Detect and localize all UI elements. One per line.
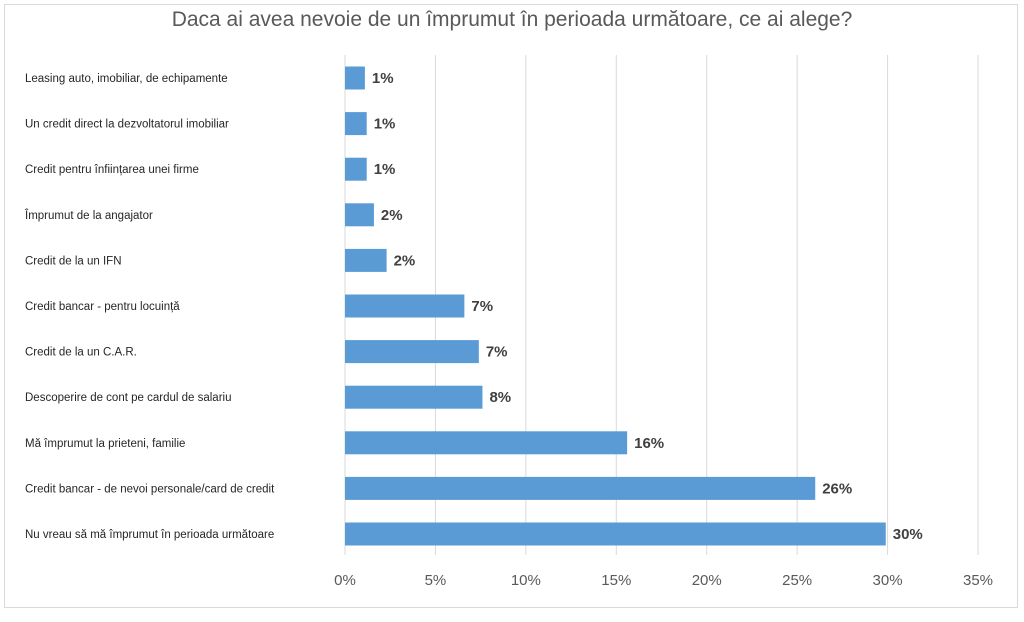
category-label: Credit de la un IFN bbox=[25, 255, 122, 267]
bar bbox=[345, 66, 365, 90]
x-tick-label: 10% bbox=[511, 572, 541, 589]
category-label: Un credit direct la dezvoltatorul imobil… bbox=[25, 119, 229, 131]
data-label: 2% bbox=[381, 207, 403, 224]
category-label: Credit pentru înființarea unei firme bbox=[25, 164, 199, 176]
data-label: 7% bbox=[471, 298, 493, 315]
x-tick-label: 35% bbox=[963, 572, 993, 589]
category-label: Credit de la un C.A.R. bbox=[25, 347, 137, 359]
category-label: Leasing auto, imobiliar, de echipamente bbox=[25, 73, 228, 85]
chart-title: Daca ai avea nevoie de un împrumut în pe… bbox=[171, 8, 853, 31]
bar bbox=[345, 294, 465, 318]
bar bbox=[345, 203, 374, 227]
x-tick-label: 25% bbox=[782, 572, 812, 589]
bar bbox=[345, 522, 886, 546]
category-label: Nu vreau să mă împrumut în perioada urmă… bbox=[25, 529, 274, 541]
bar bbox=[345, 476, 816, 500]
chart-frame bbox=[4, 4, 1018, 608]
category-label: Mă împrumut la prieteni, familie bbox=[25, 438, 185, 450]
data-label: 8% bbox=[489, 389, 511, 406]
bar bbox=[345, 157, 367, 181]
bar bbox=[345, 112, 367, 136]
x-tick-label: 30% bbox=[873, 572, 903, 589]
data-label: 16% bbox=[634, 435, 664, 452]
bar bbox=[345, 385, 483, 409]
x-tick-label: 20% bbox=[692, 572, 722, 589]
data-label: 2% bbox=[394, 252, 416, 269]
bar bbox=[345, 431, 628, 455]
data-label: 7% bbox=[486, 344, 508, 361]
x-tick-label: 0% bbox=[334, 572, 356, 589]
category-label: Credit bancar - de nevoi personale/card … bbox=[25, 483, 275, 495]
x-tick-label: 5% bbox=[425, 572, 447, 589]
x-tick-label: 15% bbox=[601, 572, 631, 589]
data-label: 30% bbox=[893, 526, 923, 543]
bar bbox=[345, 248, 387, 272]
data-label: 1% bbox=[374, 116, 396, 133]
data-label: 1% bbox=[372, 70, 394, 87]
data-label: 1% bbox=[374, 161, 396, 178]
data-label: 26% bbox=[822, 480, 852, 497]
category-label: Descoperire de cont pe cardul de salariu bbox=[25, 392, 231, 404]
bar bbox=[345, 340, 479, 364]
category-label: Împrumut de la angajator bbox=[24, 209, 153, 222]
category-label: Credit bancar - pentru locuință bbox=[25, 301, 180, 313]
